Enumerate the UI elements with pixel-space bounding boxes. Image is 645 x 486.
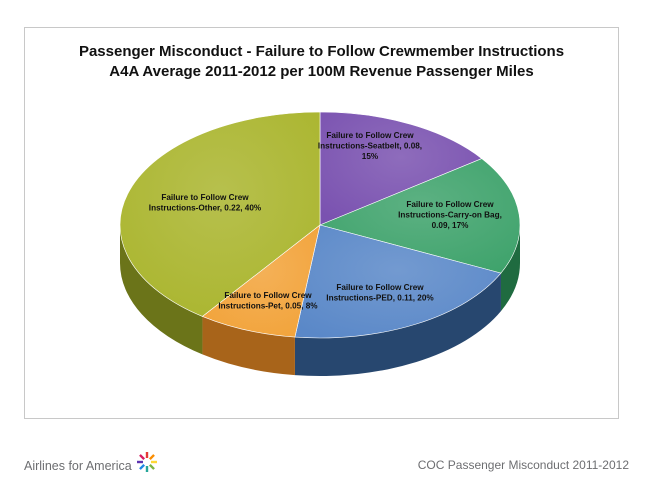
a4a-logo-icon: [136, 452, 157, 472]
pie-slice: [319, 111, 483, 226]
pie-slice-label: Failure to Follow Crew Instructions-Seatb…: [318, 131, 422, 161]
pie-layer: [119, 111, 521, 376]
chart-title: Passenger Misconduct - Failure to Follow…: [24, 42, 619, 82]
pie-slice: [319, 158, 521, 274]
pie-slice-label: Failure to Follow Crew Instructions-Carry…: [398, 200, 502, 230]
pie-slice-label: Failure to Follow Crew Instructions-Pet, …: [218, 291, 318, 311]
pie-slice-label: Failure to Follow Crew Instructions-Other…: [149, 193, 262, 213]
footer-brand: Airlines for America: [24, 452, 158, 477]
chart-title-line-2: A4A Average 2011-2012 per 100M Revenue P…: [109, 63, 534, 80]
chart-title-line-1: Passenger Misconduct - Failure to Follow…: [78, 43, 565, 60]
pie-slice-label: Failure to Follow Crew Instructions-PED, …: [326, 283, 434, 303]
pie-slice-side: [119, 225, 203, 355]
brand-name: Airlines for America: [24, 459, 132, 473]
pie-slice: [201, 224, 321, 338]
pie-slice: [294, 224, 502, 339]
pie-side-walls: [119, 225, 520, 376]
label-layer: Failure to Follow Crew Instructions-Seatb…: [149, 131, 502, 311]
pie-slice-side: [294, 273, 501, 376]
footer-caption: COC Passenger Misconduct 2011-2012: [417, 458, 629, 472]
pie-slice-side: [202, 316, 295, 376]
pie-slice-side: [500, 225, 520, 312]
pie-slice: [119, 111, 321, 317]
